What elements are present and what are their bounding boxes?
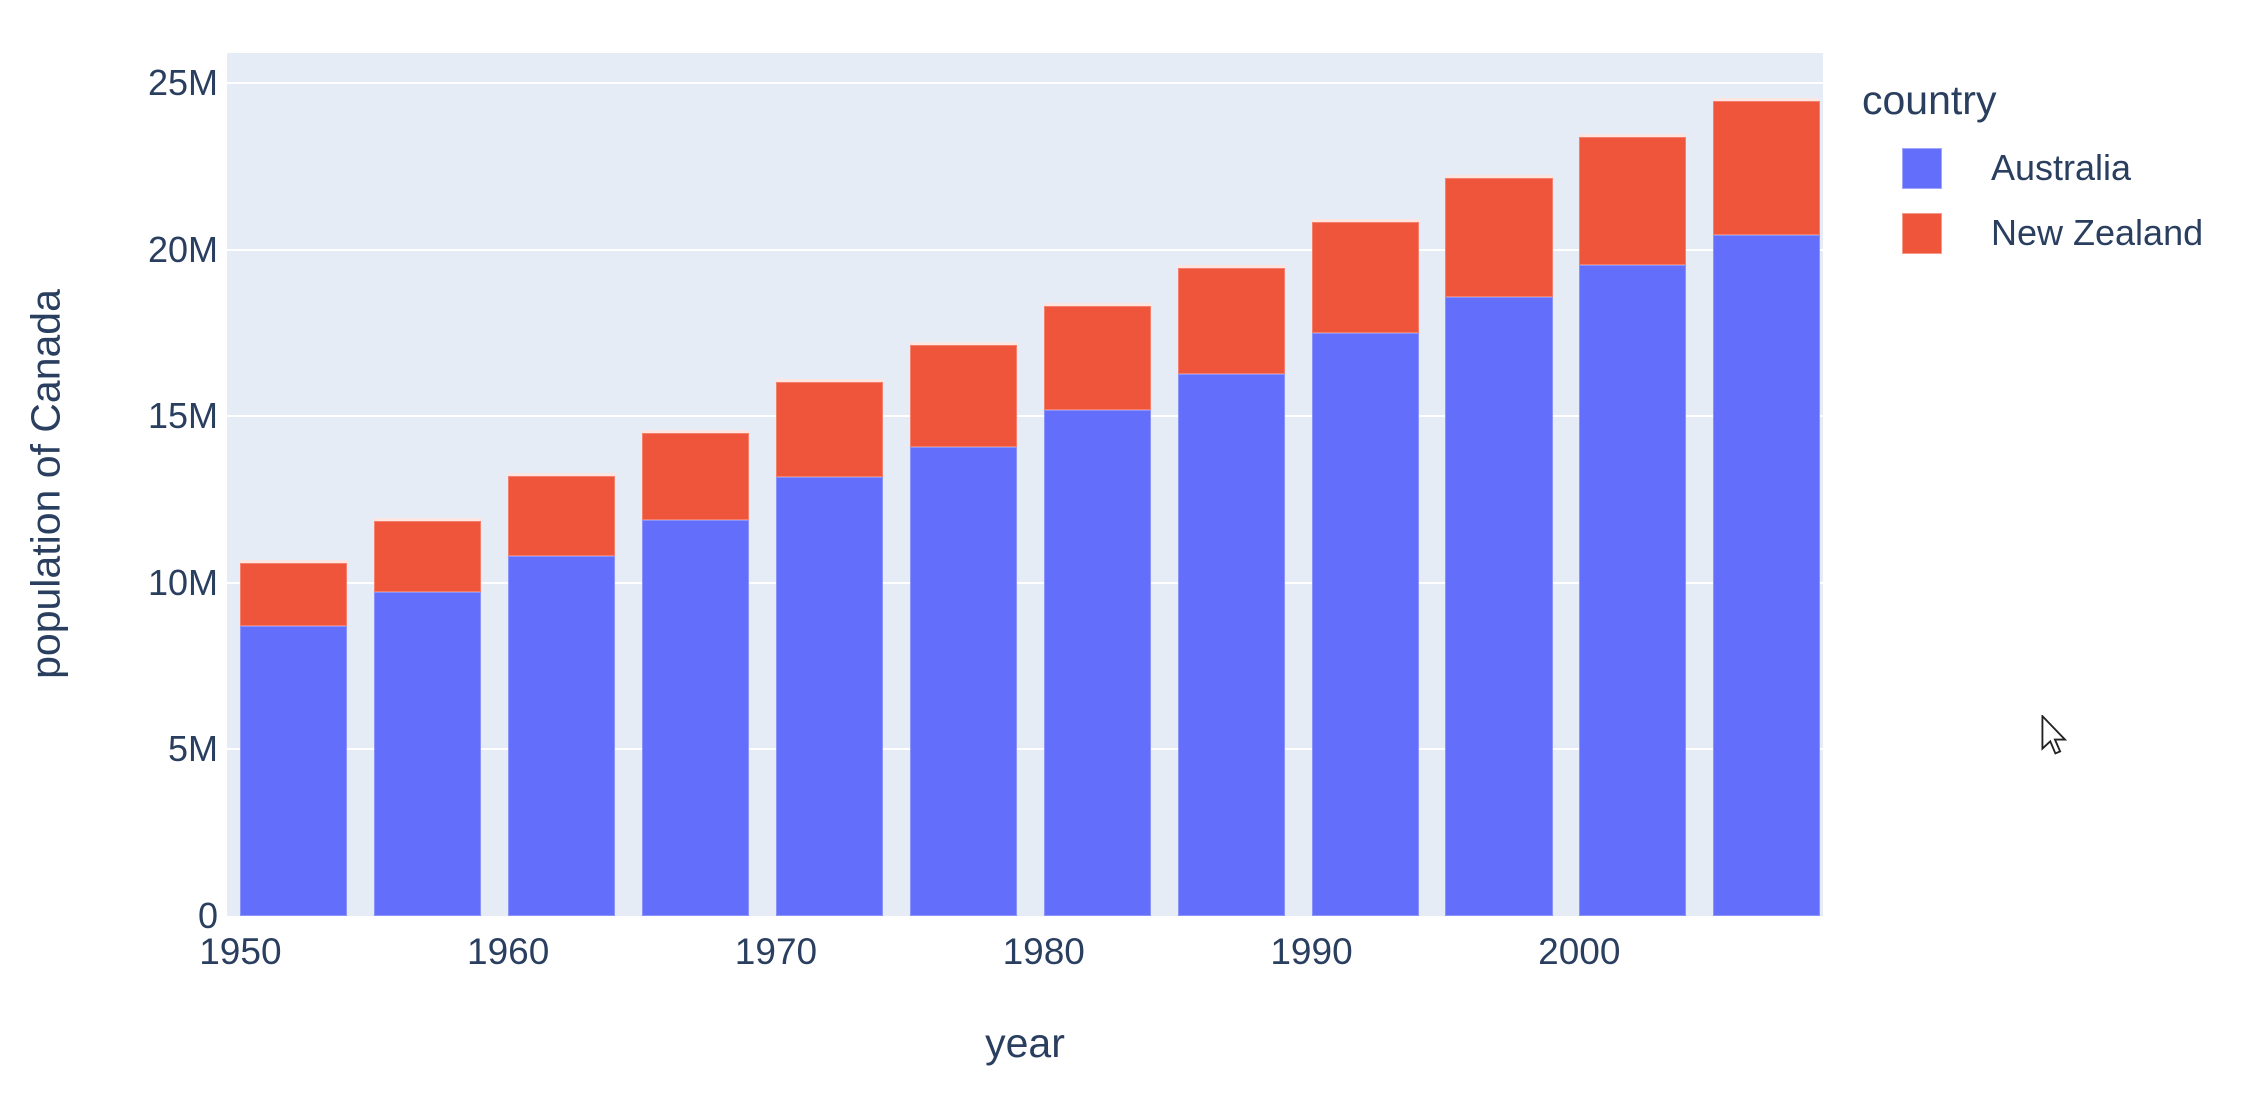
bar-segment-australia-2007[interactable] — [1713, 235, 1821, 916]
x-tick-label: 1950 — [199, 931, 282, 972]
bar-segment-australia-1952[interactable] — [240, 626, 348, 916]
bar-segment-australia-1972[interactable] — [775, 476, 884, 916]
bar-segment-australia-1957[interactable] — [374, 592, 482, 916]
legend-item-australia[interactable]: Australia — [1862, 147, 2203, 189]
legend-swatch — [1902, 212, 1942, 254]
bar-segment-australia-1997[interactable] — [1445, 297, 1553, 916]
y-tick-label: 0 — [197, 895, 218, 936]
x-tick-label: 1990 — [1270, 931, 1353, 972]
legend-item-new-zealand[interactable]: New Zealand — [1862, 212, 2203, 254]
bar-segment-new-zealand-1987[interactable] — [1177, 265, 1285, 375]
bar-segment-australia-1982[interactable] — [1043, 410, 1151, 916]
x-tick-label: 1960 — [467, 931, 550, 972]
plot-area[interactable] — [227, 53, 1823, 916]
legend-label: New Zealand — [1991, 212, 2204, 253]
bar-segment-australia-1992[interactable] — [1311, 333, 1419, 916]
bar-segment-new-zealand-2007[interactable] — [1713, 97, 1821, 236]
bar-segment-australia-1967[interactable] — [642, 520, 750, 916]
bar-segment-australia-2002[interactable] — [1579, 264, 1687, 916]
bar-segment-new-zealand-1972[interactable] — [775, 379, 884, 477]
bar-segment-australia-1987[interactable] — [1177, 374, 1285, 916]
legend-title: country — [1862, 77, 1997, 123]
x-tick-label: 2000 — [1538, 931, 1621, 972]
bar-segment-new-zealand-1982[interactable] — [1043, 303, 1151, 411]
y-tick-label: 25M — [147, 61, 218, 103]
mouse-cursor-icon — [2041, 715, 2068, 755]
y-tick-label: 20M — [147, 228, 218, 270]
gridline — [227, 81, 1823, 84]
x-tick-label: 1970 — [734, 931, 818, 972]
legend-swatch — [1902, 147, 1942, 189]
y-tick-label: 10M — [147, 561, 218, 603]
gridline — [227, 748, 1823, 751]
y-tick-label: 5M — [167, 728, 218, 770]
bar-segment-australia-1962[interactable] — [508, 556, 616, 916]
bar-segment-new-zealand-1997[interactable] — [1445, 174, 1553, 298]
gridline — [227, 581, 1823, 584]
bar-segment-new-zealand-1952[interactable] — [240, 559, 348, 627]
x-axis-title: year — [985, 1020, 1065, 1066]
gridline — [227, 248, 1823, 251]
legend: country Australia New Zealand — [1862, 76, 2203, 254]
legend-items: Australia New Zealand — [1862, 147, 2203, 254]
bar-segment-new-zealand-1962[interactable] — [508, 473, 616, 557]
bar-segment-new-zealand-1992[interactable] — [1311, 218, 1419, 334]
bar-segment-australia-1977[interactable] — [909, 447, 1017, 916]
bar-segment-new-zealand-1977[interactable] — [909, 341, 1017, 448]
y-tick-label: 15M — [147, 395, 218, 437]
legend-label: Australia — [1991, 147, 2132, 188]
bar-segment-new-zealand-2002[interactable] — [1579, 134, 1687, 265]
bar-segment-new-zealand-1967[interactable] — [642, 429, 750, 521]
gridline — [227, 415, 1823, 418]
bar-segment-new-zealand-1957[interactable] — [374, 518, 482, 593]
x-tick-label: 1980 — [1002, 931, 1085, 972]
y-axis-title: population of Canada — [22, 289, 69, 679]
